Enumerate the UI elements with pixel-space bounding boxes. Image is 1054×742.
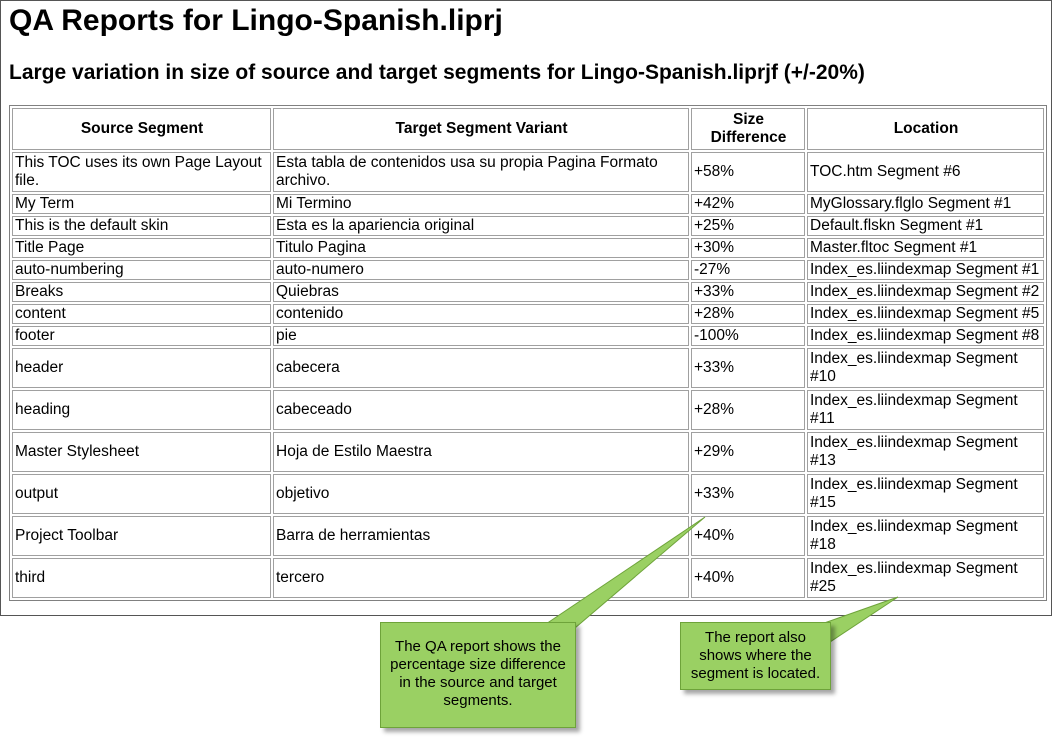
location-cell: MyGlossary.flglo Segment #1 [807, 194, 1044, 214]
location-cell: Index_es.liindexmap Segment #13 [807, 432, 1044, 472]
table-row: auto-numbering auto-numero -27% Index_es… [12, 260, 1044, 280]
table-header-row: Source Segment Target Segment Variant Si… [12, 108, 1044, 150]
target-segment-cell: objetivo [273, 474, 689, 514]
column-header-location: Location [807, 108, 1044, 150]
location-cell: Index_es.liindexmap Segment #11 [807, 390, 1044, 430]
size-difference-cell: +25% [691, 216, 805, 236]
target-segment-cell: Quiebras [273, 282, 689, 302]
target-segment-cell: cabecera [273, 348, 689, 388]
source-segment-cell: Master Stylesheet [12, 432, 271, 472]
table-row: Title Page Titulo Pagina +30% Master.flt… [12, 238, 1044, 258]
source-segment-cell: header [12, 348, 271, 388]
location-cell: Index_es.liindexmap Segment #2 [807, 282, 1044, 302]
table-row: My Term Mi Termino +42% MyGlossary.flglo… [12, 194, 1044, 214]
location-cell: Index_es.liindexmap Segment #15 [807, 474, 1044, 514]
size-difference-cell: +42% [691, 194, 805, 214]
size-difference-callout: The QA report shows the percentage size … [380, 622, 576, 728]
table-row: output objetivo +33% Index_es.liindexmap… [12, 474, 1044, 514]
table-row: header cabecera +33% Index_es.liindexmap… [12, 348, 1044, 388]
column-header-source-segment: Source Segment [12, 108, 271, 150]
size-difference-cell: +33% [691, 348, 805, 388]
source-segment-cell: This is the default skin [12, 216, 271, 236]
qa-report-panel: QA Reports for Lingo-Spanish.liprj Large… [0, 0, 1052, 616]
target-segment-cell: Esta tabla de contenidos usa su propia P… [273, 152, 689, 192]
source-segment-cell: Project Toolbar [12, 516, 271, 556]
location-cell: Default.flskn Segment #1 [807, 216, 1044, 236]
target-segment-cell: tercero [273, 558, 689, 598]
size-difference-cell: +33% [691, 282, 805, 302]
target-segment-cell: pie [273, 326, 689, 346]
location-cell: Master.fltoc Segment #1 [807, 238, 1044, 258]
source-segment-cell: This TOC uses its own Page Layout file. [12, 152, 271, 192]
table-row: footer pie -100% Index_es.liindexmap Seg… [12, 326, 1044, 346]
size-difference-cell: +58% [691, 152, 805, 192]
target-segment-cell: contenido [273, 304, 689, 324]
source-segment-cell: footer [12, 326, 271, 346]
location-callout: The report also shows where the segment … [680, 622, 831, 690]
location-cell: Index_es.liindexmap Segment #10 [807, 348, 1044, 388]
target-segment-cell: auto-numero [273, 260, 689, 280]
size-difference-cell: +30% [691, 238, 805, 258]
source-segment-cell: output [12, 474, 271, 514]
report-subtitle: Large variation in size of source and ta… [9, 61, 865, 84]
source-segment-cell: Breaks [12, 282, 271, 302]
size-difference-cell: +40% [691, 516, 805, 556]
source-segment-cell: third [12, 558, 271, 598]
location-cell: Index_es.liindexmap Segment #1 [807, 260, 1044, 280]
location-cell: TOC.htm Segment #6 [807, 152, 1044, 192]
size-difference-cell: +33% [691, 474, 805, 514]
size-variation-table: Source Segment Target Segment Variant Si… [9, 105, 1047, 601]
location-cell: Index_es.liindexmap Segment #5 [807, 304, 1044, 324]
table-row: Project Toolbar Barra de herramientas +4… [12, 516, 1044, 556]
table-row: heading cabeceado +28% Index_es.liindexm… [12, 390, 1044, 430]
table-row: This TOC uses its own Page Layout file. … [12, 152, 1044, 192]
size-difference-cell: +28% [691, 304, 805, 324]
size-difference-cell: -100% [691, 326, 805, 346]
table-row: This is the default skin Esta es la apar… [12, 216, 1044, 236]
source-segment-cell: auto-numbering [12, 260, 271, 280]
location-cell: Index_es.liindexmap Segment #18 [807, 516, 1044, 556]
target-segment-cell: Barra de herramientas [273, 516, 689, 556]
target-segment-cell: Titulo Pagina [273, 238, 689, 258]
table-row: content contenido +28% Index_es.liindexm… [12, 304, 1044, 324]
size-difference-cell: +40% [691, 558, 805, 598]
location-cell: Index_es.liindexmap Segment #8 [807, 326, 1044, 346]
source-segment-cell: Title Page [12, 238, 271, 258]
location-cell: Index_es.liindexmap Segment #25 [807, 558, 1044, 598]
report-title: QA Reports for Lingo-Spanish.liprj [9, 4, 503, 37]
size-difference-cell: -27% [691, 260, 805, 280]
target-segment-cell: Hoja de Estilo Maestra [273, 432, 689, 472]
column-header-target-segment: Target Segment Variant [273, 108, 689, 150]
size-difference-cell: +29% [691, 432, 805, 472]
target-segment-cell: cabeceado [273, 390, 689, 430]
table-row: third tercero +40% Index_es.liindexmap S… [12, 558, 1044, 598]
target-segment-cell: Esta es la apariencia original [273, 216, 689, 236]
source-segment-cell: heading [12, 390, 271, 430]
source-segment-cell: content [12, 304, 271, 324]
column-header-size-difference: Size Difference [691, 108, 805, 150]
target-segment-cell: Mi Termino [273, 194, 689, 214]
size-difference-cell: +28% [691, 390, 805, 430]
table-row: Master Stylesheet Hoja de Estilo Maestra… [12, 432, 1044, 472]
table-row: Breaks Quiebras +33% Index_es.liindexmap… [12, 282, 1044, 302]
source-segment-cell: My Term [12, 194, 271, 214]
